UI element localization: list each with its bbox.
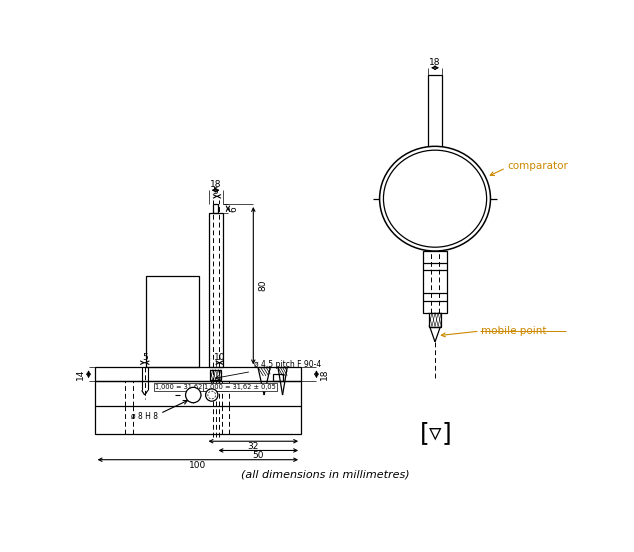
Text: (all dimensions in millimetres): (all dimensions in millimetres) bbox=[241, 469, 409, 479]
Bar bbox=[424, 251, 446, 312]
Text: mobile point: mobile point bbox=[481, 326, 547, 336]
Bar bbox=[429, 312, 441, 326]
Bar bbox=[209, 213, 223, 367]
Ellipse shape bbox=[384, 150, 487, 247]
Text: 50: 50 bbox=[252, 452, 264, 460]
Bar bbox=[427, 152, 443, 160]
Text: comparator: comparator bbox=[507, 161, 568, 171]
Text: 100: 100 bbox=[190, 460, 207, 470]
Text: 18: 18 bbox=[320, 369, 328, 380]
Text: 5: 5 bbox=[213, 187, 219, 197]
Circle shape bbox=[208, 391, 216, 399]
Text: 14: 14 bbox=[76, 369, 86, 380]
Text: 6: 6 bbox=[230, 206, 238, 211]
Text: 18: 18 bbox=[429, 58, 441, 67]
Text: 10: 10 bbox=[214, 353, 225, 362]
Bar bbox=[273, 374, 283, 381]
Text: ø 8 H 8: ø 8 H 8 bbox=[131, 412, 158, 421]
Circle shape bbox=[205, 389, 218, 401]
Text: 1,000 = 31,62 ± 0,05: 1,000 = 31,62 ± 0,05 bbox=[204, 384, 276, 390]
Bar bbox=[94, 367, 301, 381]
Circle shape bbox=[186, 388, 201, 403]
Bar bbox=[213, 204, 218, 213]
Bar bbox=[146, 277, 198, 367]
Bar bbox=[428, 76, 442, 152]
Text: 18: 18 bbox=[210, 181, 221, 189]
Text: ø 4,5 pitch F 90-4: ø 4,5 pitch F 90-4 bbox=[216, 360, 321, 379]
Bar bbox=[210, 370, 221, 380]
Bar bbox=[94, 381, 301, 433]
Text: $[\triangledown]$: $[\triangledown]$ bbox=[419, 420, 451, 447]
Ellipse shape bbox=[380, 146, 491, 251]
Text: 5: 5 bbox=[142, 353, 148, 362]
Text: 1,000 = 31,62 ± 0,05: 1,000 = 31,62 ± 0,05 bbox=[155, 384, 227, 390]
Text: 32: 32 bbox=[248, 442, 259, 451]
Text: 80: 80 bbox=[258, 280, 267, 291]
